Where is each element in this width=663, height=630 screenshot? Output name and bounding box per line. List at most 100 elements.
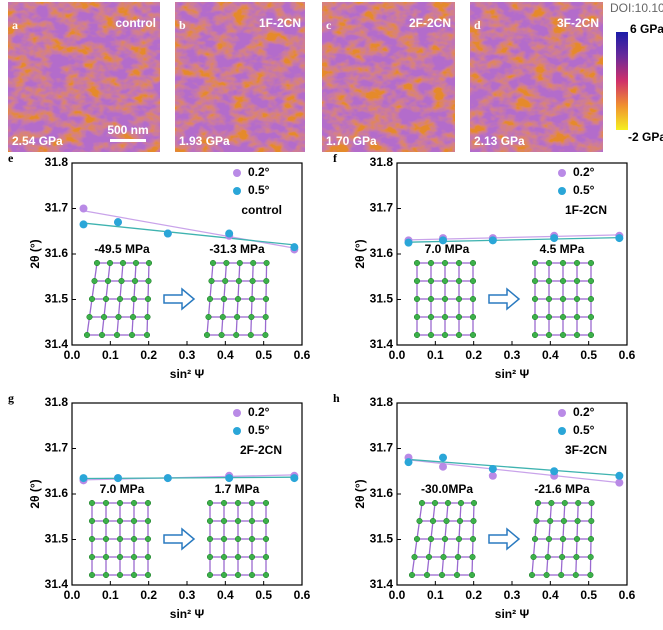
panel-letter: h <box>333 391 340 405</box>
lattice-atom <box>438 571 446 579</box>
y-axis-label: 2θ (°) <box>28 239 42 268</box>
lattice-atom <box>441 331 449 339</box>
data-point <box>488 464 497 473</box>
arrow <box>163 287 196 311</box>
data-point <box>79 204 88 213</box>
y-tick-label: 31.8 <box>45 395 69 409</box>
legend-label: 0.5° <box>248 183 270 197</box>
lattice-atom <box>469 259 477 267</box>
lattice-atom <box>427 535 435 543</box>
lattice-atom <box>470 517 477 525</box>
scale-bar <box>110 139 146 142</box>
lattice-atom <box>248 517 256 525</box>
y-tick-label: 31.5 <box>45 532 69 546</box>
x-tick-label: 0.2 <box>465 348 482 362</box>
arrow <box>488 527 521 551</box>
lattice-atom <box>559 295 567 303</box>
lattice-atom <box>130 517 138 525</box>
lattice-atom <box>206 499 214 507</box>
colorbar <box>616 32 628 130</box>
lattice-atom <box>218 331 225 339</box>
fit-line <box>408 458 620 476</box>
lattice-atom <box>220 295 228 303</box>
lattice-atom <box>457 499 465 507</box>
afm-image <box>175 2 305 152</box>
lattice-atom <box>544 553 551 561</box>
lattice-atom <box>441 295 449 303</box>
x-tick-label: 0.5 <box>255 588 272 602</box>
stress-right: -21.6 MPa <box>534 482 590 496</box>
lattice-atom <box>118 277 125 285</box>
data-point <box>163 229 172 238</box>
lattice-atom <box>559 259 567 267</box>
legend-marker <box>558 427 566 435</box>
lattice-atom <box>444 499 452 507</box>
panel-letter: b <box>179 18 186 32</box>
lattice-atom <box>113 331 121 339</box>
lattice-atom <box>206 295 214 303</box>
lattice-atom <box>411 553 418 561</box>
lattice-atom <box>102 499 110 507</box>
lattice-atom <box>102 571 110 579</box>
x-tick-label: 0.6 <box>294 348 311 362</box>
lattice-atom <box>220 517 228 525</box>
lattice-atom <box>413 277 421 285</box>
lattice-atom <box>429 517 437 525</box>
lattice-atom <box>102 535 110 543</box>
stress-left: -49.5 MPa <box>94 242 150 256</box>
lattice-atom <box>413 313 421 321</box>
lattice-atom <box>427 277 435 285</box>
data-point <box>225 229 234 238</box>
lattice-atom <box>559 535 567 543</box>
lattice-atom <box>560 517 567 525</box>
sample-label: control <box>241 203 282 217</box>
lattice-atom <box>469 553 476 561</box>
legend-label: 0.2° <box>573 165 595 179</box>
afm-image <box>322 2 455 152</box>
x-tick-label: 0.0 <box>389 588 406 602</box>
lattice-atom <box>455 313 463 321</box>
lattice-atom <box>248 499 256 507</box>
x-tick-label: 0.0 <box>64 588 81 602</box>
lattice-atom <box>545 313 553 321</box>
lattice-atom <box>431 499 439 507</box>
lattice-atom <box>573 553 580 561</box>
lattice-atom <box>234 535 242 543</box>
lattice-atom <box>587 259 595 267</box>
lattice-atom <box>144 517 152 525</box>
y-tick-label: 31.8 <box>45 155 69 169</box>
lattice-atom <box>573 535 581 543</box>
data-point <box>225 474 234 483</box>
lattice-atom <box>470 499 478 507</box>
lattice-atom <box>234 571 242 579</box>
lattice-atom <box>573 259 581 267</box>
lattice-atom <box>559 331 567 339</box>
lattice-atom <box>558 571 565 579</box>
lattice-atom <box>587 553 594 561</box>
data-point <box>488 471 497 480</box>
legend-label: 0.2° <box>573 405 595 419</box>
lattice-atom <box>588 517 595 525</box>
lattice-atom <box>531 295 539 303</box>
x-tick-label: 0.2 <box>140 348 157 362</box>
y-tick-label: 31.4 <box>45 337 69 351</box>
lattice-atom <box>454 553 462 561</box>
lattice-atom <box>425 553 433 561</box>
lattice-atom <box>413 535 421 543</box>
lattice-atom <box>427 331 435 339</box>
lattice-atom <box>128 331 136 339</box>
lattice-atom <box>220 553 228 561</box>
lattice-atom <box>249 277 256 285</box>
lattice-atom <box>130 295 138 303</box>
lattice-atom <box>573 295 581 303</box>
lattice-atom <box>545 259 553 267</box>
data-point <box>615 234 624 243</box>
x-tick-label: 0.3 <box>179 348 196 362</box>
x-tick-label: 0.5 <box>580 588 597 602</box>
legend-marker <box>233 169 241 177</box>
lattice-atom <box>573 277 581 285</box>
lattice-atom <box>119 259 127 267</box>
lattice-atom <box>427 295 435 303</box>
x-tick-label: 0.2 <box>465 588 482 602</box>
